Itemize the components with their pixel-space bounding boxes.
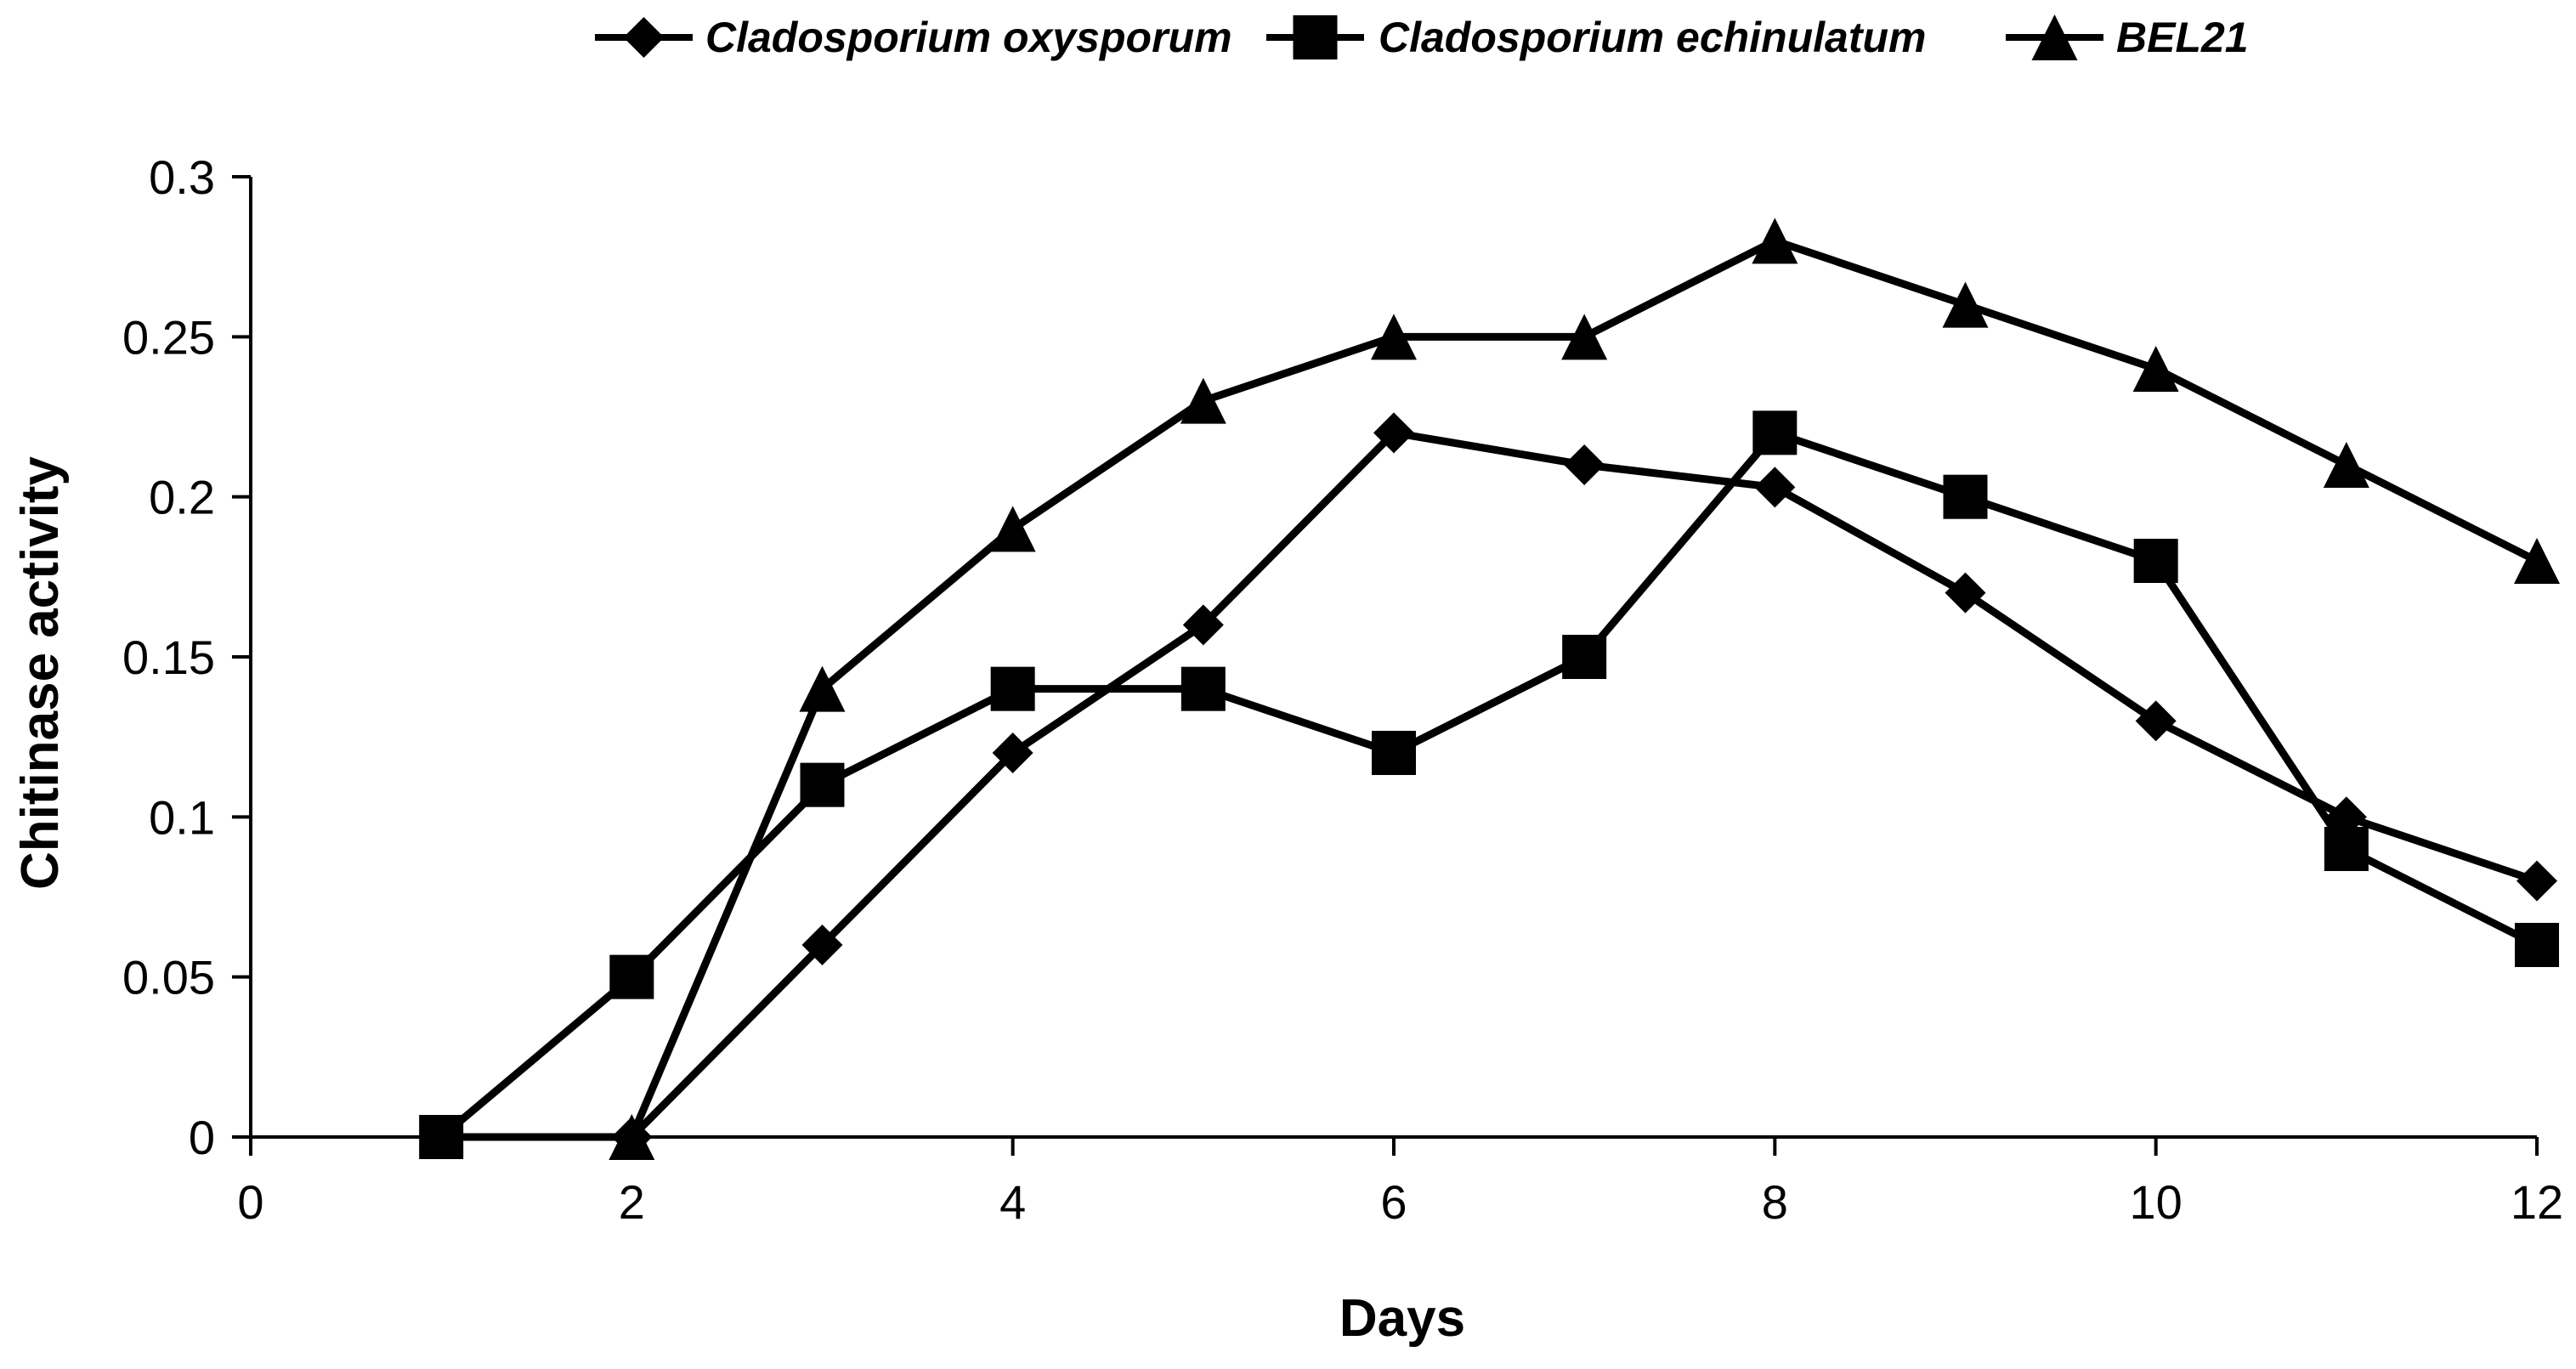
data-point-cladosporium-echinulatum [1180,666,1226,711]
legend-marker-cladosporium-echinulatum [1293,15,1338,59]
x-tick-label: 12 [2511,1175,2563,1229]
data-point-cladosporium-echinulatum [419,1115,464,1159]
legend-marker-cladosporium-oxysporum [623,17,665,58]
data-point-cladosporium-oxysporum [1564,444,1605,485]
data-point-bel21 [1371,314,1417,360]
data-point-cladosporium-echinulatum [1562,635,1607,679]
axes: 0 0.05 0.1 0.15 0.2 0.25 0.3 0 2 4 6 8 10 12 [122,150,2563,1229]
y-axis-title: Chitinase activity [11,456,70,890]
y-tick-label: 0.2 [149,471,215,524]
data-point-cladosporium-echinulatum [800,762,845,807]
data-point-cladosporium-oxysporum [1945,572,1986,614]
data-point-cladosporium-echinulatum [990,666,1035,711]
data-point-cladosporium-echinulatum [1752,410,1798,455]
y-tick-label: 0.25 [122,310,215,364]
data-point-bel21 [2323,442,2369,488]
series-line-cladosporium-oxysporum [441,428,2539,1141]
data-point-cladosporium-oxysporum [1754,467,1796,508]
data-point-cladosporium-echinulatum [2133,539,2178,583]
legend-label-bel21: BEL21 [2116,14,2249,61]
data-point-cladosporium-oxysporum [1373,412,1414,454]
series-layer [419,218,2560,1160]
data-point-bel21 [609,1114,655,1160]
data-point-cladosporium-oxysporum [801,925,843,965]
series-cladosporium-echinulatum [419,410,2559,1159]
data-point-cladosporium-oxysporum [1182,604,1224,646]
y-tick-label: 0 [189,1111,215,1164]
x-tick-label: 10 [2130,1175,2183,1229]
y-tick-label: 0.3 [149,150,215,204]
data-point-bel21 [799,665,846,712]
y-tick-label: 0.15 [122,631,215,684]
data-point-bel21 [1752,218,1798,264]
x-tick-label: 6 [1380,1175,1407,1229]
data-point-cladosporium-echinulatum [1943,474,1988,519]
data-point-bel21 [2132,346,2179,392]
legend: Cladosporium oxysporum Cladosporium echin… [595,14,2249,61]
data-point-cladosporium-echinulatum [609,954,654,999]
x-tick-label: 4 [999,1175,1026,1229]
data-point-bel21 [1180,377,1226,424]
data-point-cladosporium-oxysporum [992,733,1033,773]
x-tick-label: 8 [1762,1175,1788,1229]
series-cladosporium-oxysporum [421,412,2557,1157]
data-point-cladosporium-echinulatum [2324,827,2369,871]
x-tick-label: 2 [619,1175,645,1229]
data-point-cladosporium-oxysporum [2517,860,2557,902]
legend-label-cladosporium-echinulatum: Cladosporium echinulatum [1379,14,1927,61]
y-tick-label: 0.05 [122,951,215,1004]
legend-label-cladosporium-oxysporum: Cladosporium oxysporum [705,14,1232,61]
legend-marker-bel21 [2031,14,2078,60]
legend-item-bel21: BEL21 [2006,14,2249,61]
data-point-cladosporium-oxysporum [2135,700,2177,742]
x-axis-title: Days [1339,1289,1465,1348]
data-point-cladosporium-echinulatum [2515,923,2559,967]
data-point-cladosporium-echinulatum [1372,731,1416,775]
series-bel21 [609,218,2560,1160]
series-line-cladosporium-echinulatum [439,428,2539,1140]
data-point-bel21 [1561,314,1608,360]
data-point-bel21 [1942,281,1989,328]
series-line-bel21 [628,236,2539,1139]
legend-item-cladosporium-oxysporum: Cladosporium oxysporum [595,14,1232,61]
data-point-bel21 [989,506,1036,552]
y-tick-label: 0.1 [149,790,215,844]
data-point-bel21 [2514,538,2560,584]
x-tick-label: 0 [237,1175,263,1229]
legend-item-cladosporium-echinulatum: Cladosporium echinulatum [1266,14,1927,61]
